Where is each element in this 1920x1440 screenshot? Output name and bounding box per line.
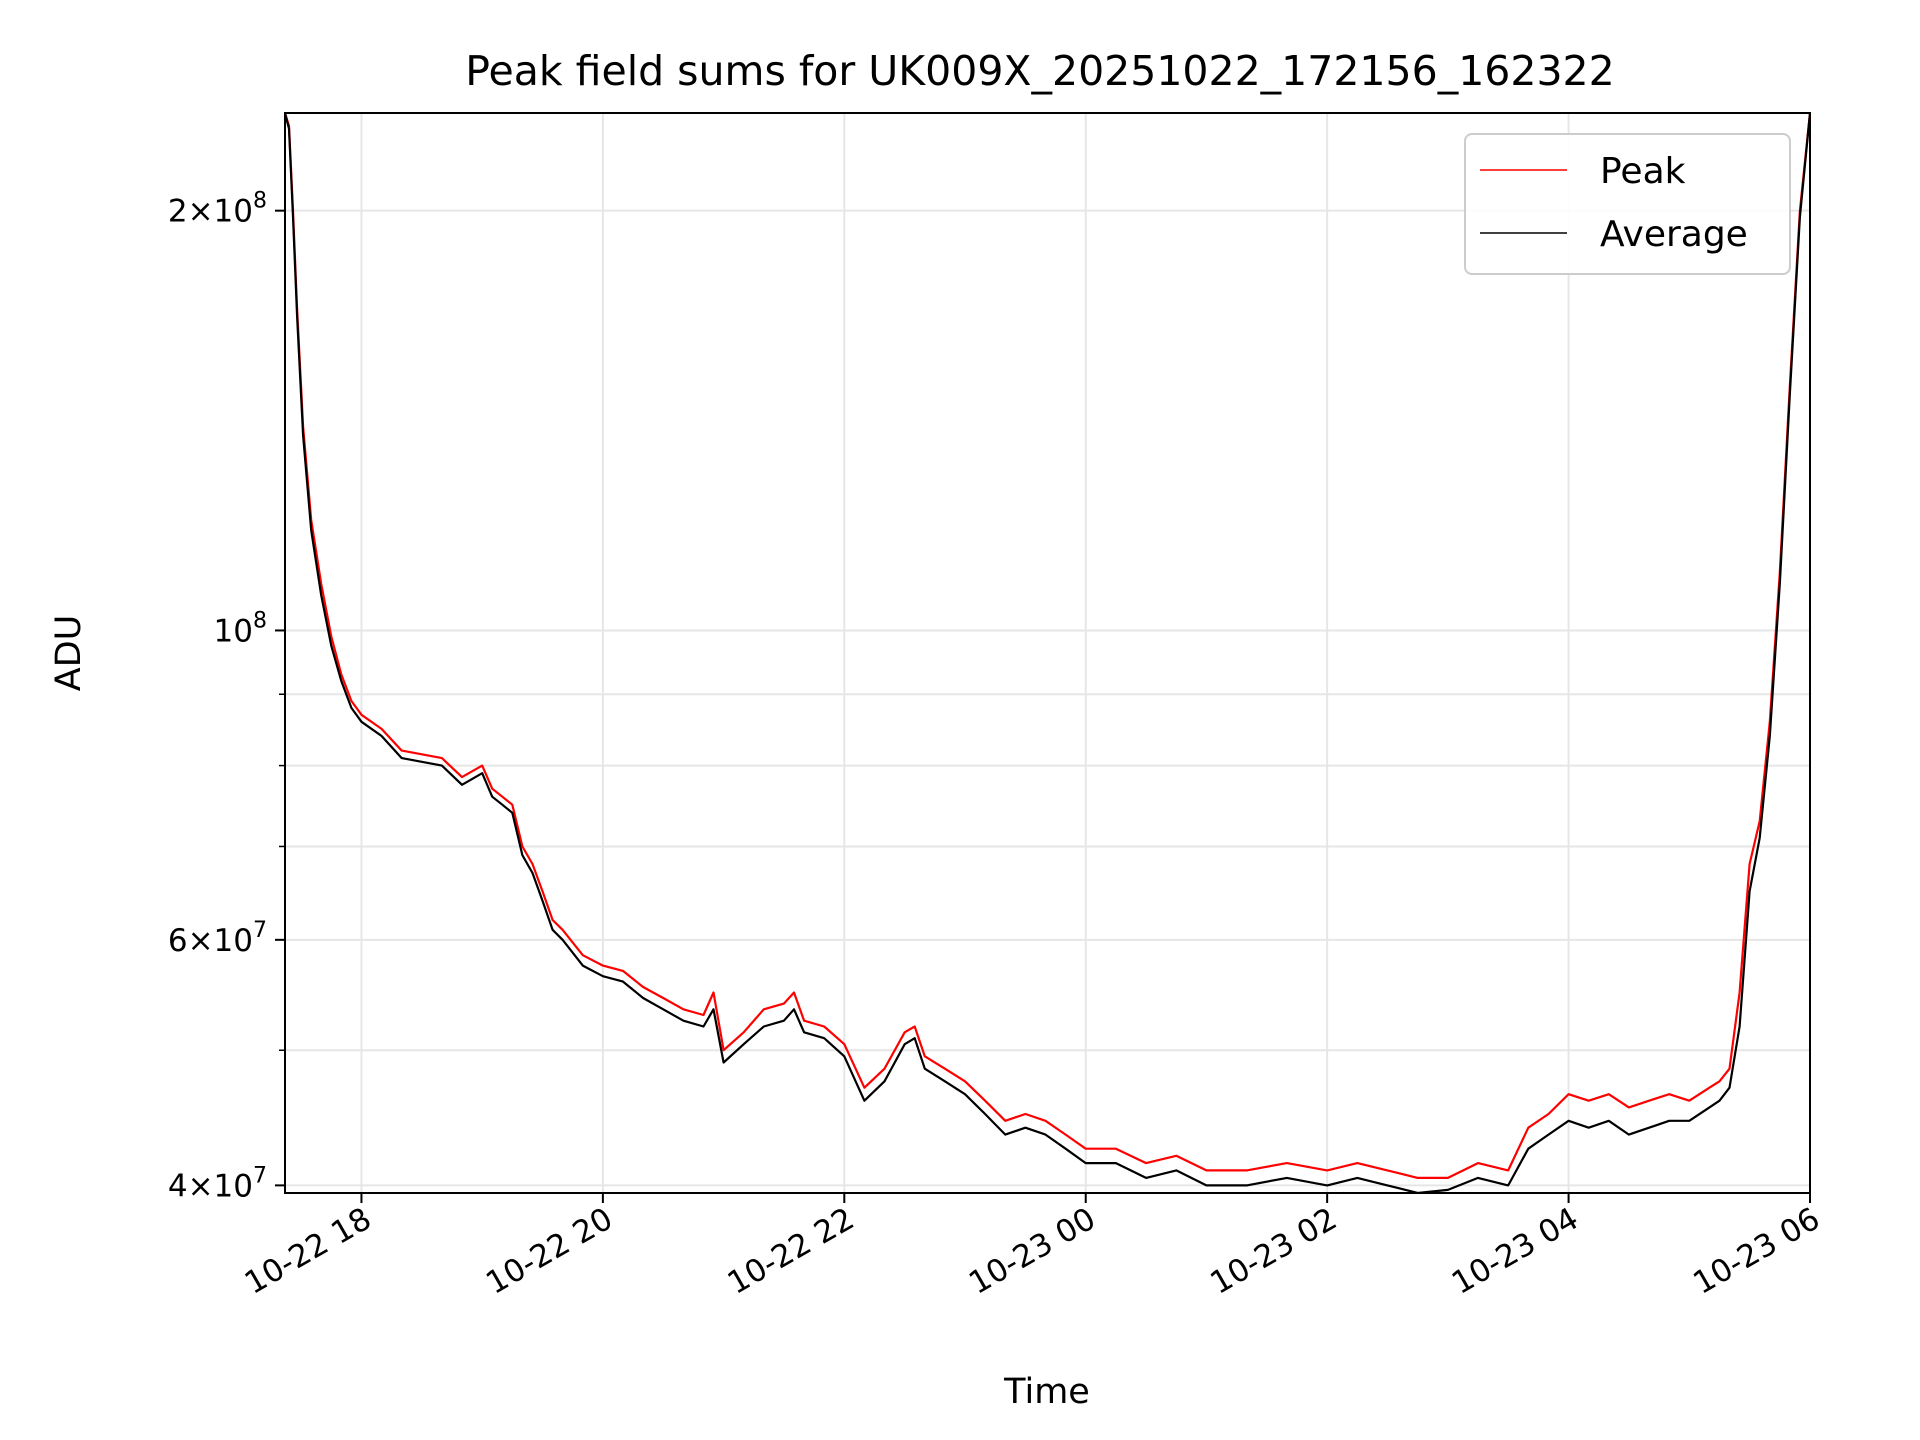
- legend: Peak Average: [1464, 133, 1791, 275]
- y-tick-label: 108: [214, 608, 267, 649]
- y-tick-label: 6×107: [168, 918, 267, 959]
- y-axis: 4×107 6×107 108 2×108: [168, 189, 285, 1204]
- series-line-peak: [285, 113, 1810, 1180]
- grid: [285, 113, 1811, 1193]
- x-axis-label: Time: [1003, 1372, 1090, 1412]
- series-line-average: [285, 113, 1810, 1193]
- plot-lines: [285, 113, 1810, 1193]
- y-axis-label: ADU: [49, 615, 89, 692]
- y-tick-label: 2×108: [168, 189, 267, 230]
- plot-frame: [284, 112, 1811, 1194]
- legend-box: [1464, 133, 1791, 275]
- legend-label-peak: Peak: [1600, 151, 1686, 192]
- chart-title: Peak field sums for UK009X_20251022_1721…: [465, 47, 1614, 95]
- y-tick-label: 4×107: [168, 1163, 267, 1204]
- legend-label-average: Average: [1600, 214, 1748, 255]
